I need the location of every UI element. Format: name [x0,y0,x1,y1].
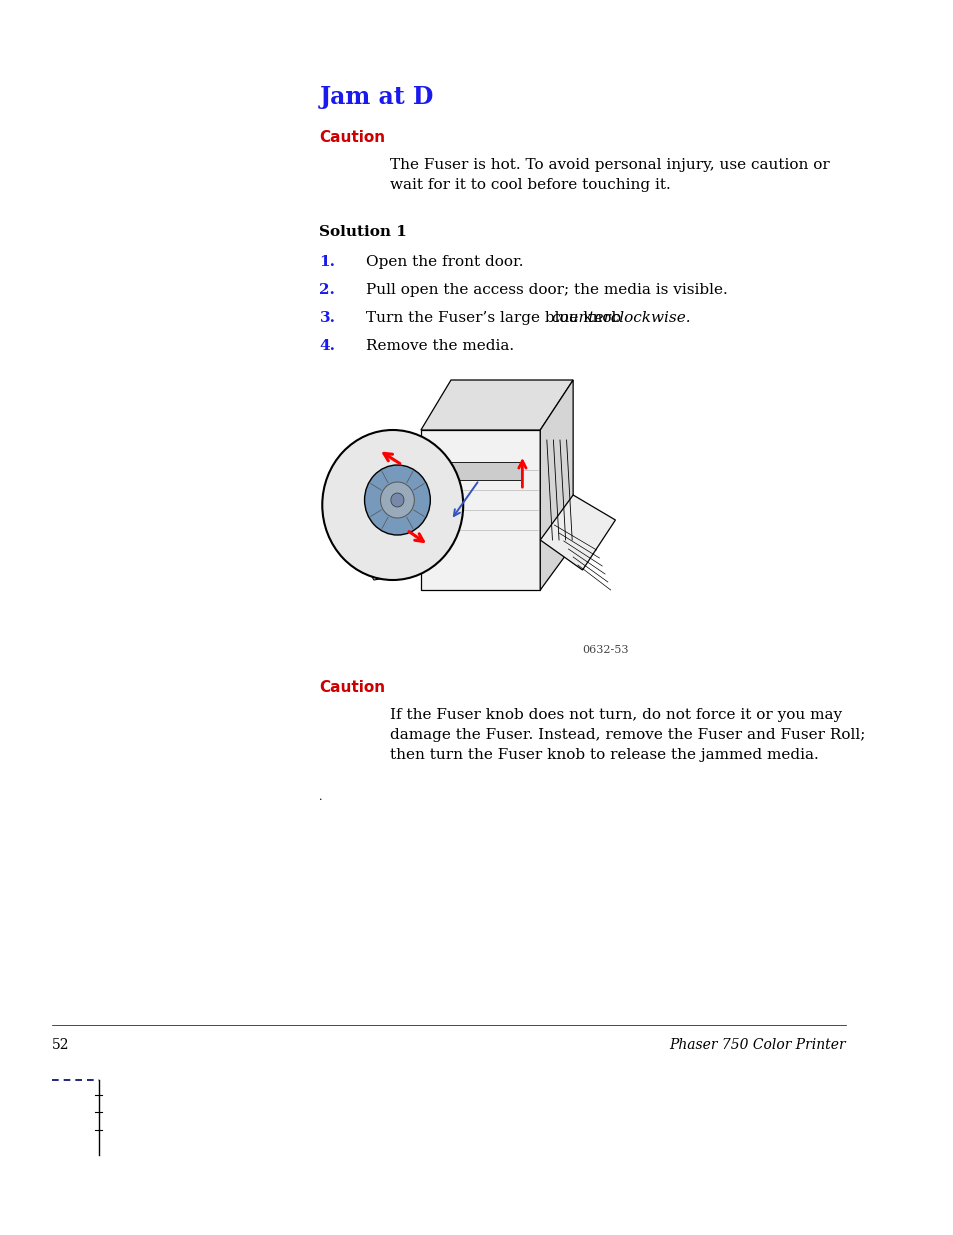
Text: 2.: 2. [319,283,335,296]
Text: Open the front door.: Open the front door. [366,254,523,269]
Circle shape [322,430,463,580]
Polygon shape [420,430,539,590]
Polygon shape [539,380,573,590]
Text: The Fuser is hot. To avoid personal injury, use caution or
wait for it to cool b: The Fuser is hot. To avoid personal inju… [390,158,829,193]
Bar [427,462,521,480]
Text: If the Fuser knob does not turn, do not force it or you may
damage the Fuser. In: If the Fuser knob does not turn, do not … [390,708,864,762]
Text: Caution: Caution [319,130,385,144]
Text: Phaser 750 Color Printer: Phaser 750 Color Printer [668,1037,844,1052]
Text: 4.: 4. [319,338,335,353]
Text: Jam at D: Jam at D [319,85,434,109]
Text: counterclockwise.: counterclockwise. [550,311,690,325]
Text: 52: 52 [51,1037,70,1052]
Circle shape [364,466,430,535]
Polygon shape [420,380,573,430]
Text: Pull open the access door; the media is visible.: Pull open the access door; the media is … [366,283,727,296]
Text: Remove the media.: Remove the media. [366,338,514,353]
Text: Solution 1: Solution 1 [319,225,407,240]
Circle shape [380,482,414,517]
Circle shape [391,493,403,508]
Text: 3.: 3. [319,311,335,325]
Text: Caution: Caution [319,680,385,695]
Text: Turn the Fuser’s large blue knob: Turn the Fuser’s large blue knob [366,311,626,325]
Polygon shape [539,495,615,571]
Text: 1.: 1. [319,254,335,269]
Text: .: . [319,792,323,802]
Text: 0632-53: 0632-53 [582,645,628,655]
